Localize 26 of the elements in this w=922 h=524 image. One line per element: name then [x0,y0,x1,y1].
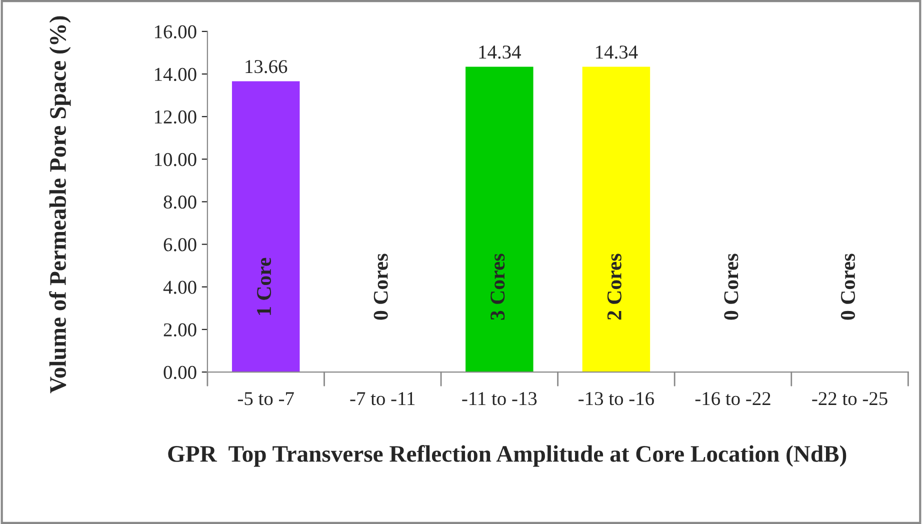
x-tick-label: -22 to -25 [812,392,888,406]
x-tick-label: -11 to -13 [462,392,537,406]
annotation: 2 Cores [607,254,622,320]
x-tick-label: -13 to -16 [578,392,654,406]
x-tick-label: -16 to -22 [695,392,770,406]
x-axis-title: GPR Top Transverse Reflection Amplitude at Core Location (NdB) [168,445,846,467]
y-tick-label: 8.00 [164,196,196,209]
y-tick-label: 0.00 [164,366,196,380]
x-tick-label: -5 to -7 [238,392,294,406]
y-tick-label: 16.00 [154,25,196,38]
y-tick-label: 4.00 [163,280,196,294]
annotation: 0 Cores [724,254,738,320]
y-tick-label: 6.00 [164,238,196,252]
data-label: 13.66 [246,60,288,74]
annotation: 3 Cores [490,254,505,320]
y-axis-title: Volume of Permeable Pore Space (%) [49,16,71,394]
y-tick-label: 10.00 [154,152,196,166]
data-label: 14.34 [596,46,638,59]
data-label: 14.34 [479,46,521,59]
x-tick-label: -7 to -11 [350,392,415,406]
y-tick-label: 12.00 [154,110,196,124]
annotation: 0 Cores [840,254,855,320]
annotation: 1 Core [257,258,272,315]
y-tick-label: 14.00 [154,68,196,82]
y-tick-label: 2.00 [164,323,196,336]
annotation: 0 Cores [374,254,388,320]
